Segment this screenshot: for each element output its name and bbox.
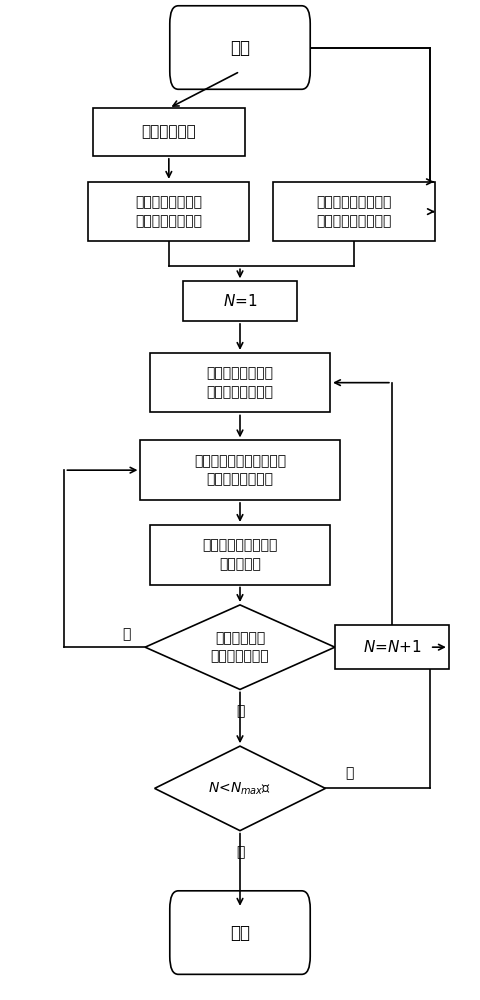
- Text: 开始: 开始: [230, 39, 250, 57]
- Text: $N$=1: $N$=1: [223, 293, 257, 309]
- Text: 方程有正解且
符合物理意义？: 方程有正解且 符合物理意义？: [211, 631, 269, 663]
- Bar: [150, 353, 330, 412]
- Text: 确定四边形最大内角
极值与形状因子关系: 确定四边形最大内角 极值与形状因子关系: [316, 195, 392, 228]
- Text: 岩心三维重建: 岩心三维重建: [142, 125, 196, 140]
- Bar: [140, 440, 340, 500]
- Bar: [183, 281, 297, 321]
- Bar: [335, 625, 449, 669]
- FancyBboxPatch shape: [170, 891, 310, 974]
- Polygon shape: [145, 605, 335, 689]
- Bar: [88, 182, 250, 241]
- Text: 否: 否: [122, 627, 131, 641]
- Bar: [93, 108, 245, 156]
- Bar: [150, 525, 330, 585]
- FancyBboxPatch shape: [170, 6, 310, 89]
- Text: 否: 否: [236, 846, 244, 860]
- Text: 建立截面非线性特征
方程并求解: 建立截面非线性特征 方程并求解: [202, 538, 278, 571]
- Text: $N$=$N$+1: $N$=$N$+1: [362, 639, 421, 655]
- Text: 是: 是: [236, 704, 244, 718]
- Text: 根据凹凸性和形状
因子确定最大内角: 根据凹凸性和形状 因子确定最大内角: [206, 366, 274, 399]
- Text: $N$<$N_{max}$？: $N$<$N_{max}$？: [208, 780, 272, 797]
- Text: 是: 是: [345, 766, 353, 780]
- Text: 孔喉分割并排序，
统计孔喉截面信息: 孔喉分割并排序， 统计孔喉截面信息: [135, 195, 203, 228]
- Polygon shape: [155, 746, 325, 831]
- Text: 利用对角线分割最大内角
并确定对角线长度: 利用对角线分割最大内角 并确定对角线长度: [194, 454, 286, 486]
- Text: 结束: 结束: [230, 924, 250, 942]
- Bar: [273, 182, 434, 241]
